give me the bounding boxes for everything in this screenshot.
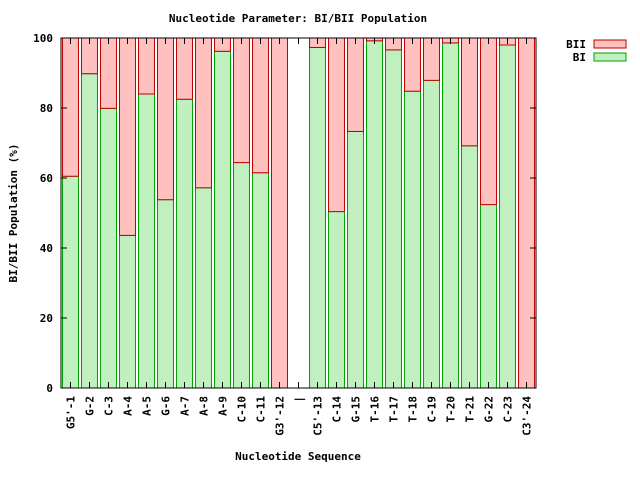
bar-bi-7	[195, 187, 212, 389]
x-tick-label: T-16	[369, 396, 382, 423]
bar-bi-1	[81, 73, 98, 389]
x-tick-label: C5'-13	[312, 396, 325, 436]
bar-bi-9	[233, 162, 250, 389]
bar-bii-10	[252, 37, 269, 174]
bar-bi-21	[461, 145, 478, 389]
y-tick-label: 40	[40, 242, 53, 255]
bars-group	[62, 37, 535, 389]
bar-bii-14	[328, 37, 345, 213]
x-tick-label: G3'-12	[274, 396, 287, 436]
bar-bi-18	[404, 90, 421, 389]
bar-bi-19	[423, 79, 440, 389]
bar-bii-22	[480, 37, 497, 206]
x-tick-label: T-21	[464, 396, 477, 423]
legend-swatch-bi	[593, 52, 627, 62]
x-tick-label: G-22	[483, 396, 496, 423]
x-tick-label: G-6	[160, 396, 173, 416]
bar-bii-11	[271, 37, 288, 389]
y-tick-label: 100	[33, 32, 53, 45]
bar-bi-5	[157, 199, 174, 389]
bar-bii-4	[138, 37, 155, 95]
x-tick-label: G5'-1	[65, 396, 78, 429]
bar-bi-23	[499, 44, 516, 389]
bar-bii-21	[461, 37, 478, 147]
bar-bii-9	[233, 37, 250, 164]
legend-label-bi: BI	[573, 51, 586, 64]
x-tick-label: C-19	[426, 396, 439, 423]
legend-swatch-bii	[593, 39, 627, 49]
bar-bii-24	[518, 37, 535, 389]
bar-bii-15	[347, 37, 364, 132]
bar-bi-10	[252, 172, 269, 389]
bar-bi-13	[309, 46, 326, 389]
bar-bi-3	[119, 234, 136, 389]
bar-bi-14	[328, 211, 345, 389]
x-tick-label: C-10	[236, 396, 249, 423]
bar-bi-0	[62, 175, 79, 389]
y-tick-label: 60	[40, 172, 53, 185]
x-tick-label: A-5	[141, 396, 154, 416]
bar-bi-22	[480, 204, 497, 389]
x-tick-label: C-3	[103, 396, 116, 416]
x-axis-label: Nucleotide Sequence	[235, 450, 361, 463]
bar-bi-2	[100, 107, 117, 389]
x-tick-label: A-7	[179, 396, 192, 416]
x-tick-label: C-11	[255, 396, 268, 423]
bar-bii-6	[176, 37, 193, 100]
x-tick-label: T-18	[407, 396, 420, 423]
x-tick-label: T-20	[445, 396, 458, 423]
x-tick-label: C-23	[502, 396, 515, 423]
y-tick-label: 0	[46, 382, 53, 395]
x-tick-label: C3'-24	[521, 396, 534, 436]
x-tick-label: A-4	[122, 396, 135, 416]
x-tick-label: G-15	[350, 396, 363, 423]
bar-bii-2	[100, 37, 117, 109]
bar-bi-17	[385, 49, 402, 389]
bar-bii-7	[195, 37, 212, 189]
bar-bii-3	[119, 37, 136, 236]
bar-bi-4	[138, 93, 155, 389]
y-tick-label: 80	[40, 102, 53, 115]
legend-label-bii: BII	[566, 38, 586, 51]
bar-bi-20	[442, 42, 459, 389]
y-axis-label: BI/BII Population (%)	[7, 143, 20, 282]
x-axis: G5'-1 G-2 C-3 A-4 A-5 G-6 A-7 A-8 A-9 C-10 C-11 G3'…	[65, 38, 534, 436]
x-tick-label: A-8	[198, 396, 211, 416]
x-tick-label: C-14	[331, 396, 344, 423]
y-axis: 0 20 40 60 80 100	[33, 32, 536, 395]
bar-bi-16	[366, 40, 383, 389]
chart-title: Nucleotide Parameter: BI/BII Population	[169, 12, 427, 25]
bar-bii-5	[157, 37, 174, 201]
x-tick-label: G-2	[84, 396, 97, 416]
bar-bii-19	[423, 37, 440, 81]
bar-bi-15	[347, 130, 364, 389]
x-tick-label: |	[293, 396, 306, 403]
bar-bi-6	[176, 98, 193, 389]
x-tick-label: A-9	[217, 396, 230, 416]
bar-bi-8	[214, 50, 231, 389]
x-tick-label: T-17	[388, 396, 401, 423]
bar-bii-0	[62, 37, 79, 177]
y-tick-label: 20	[40, 312, 53, 325]
bar-bii-18	[404, 37, 421, 92]
